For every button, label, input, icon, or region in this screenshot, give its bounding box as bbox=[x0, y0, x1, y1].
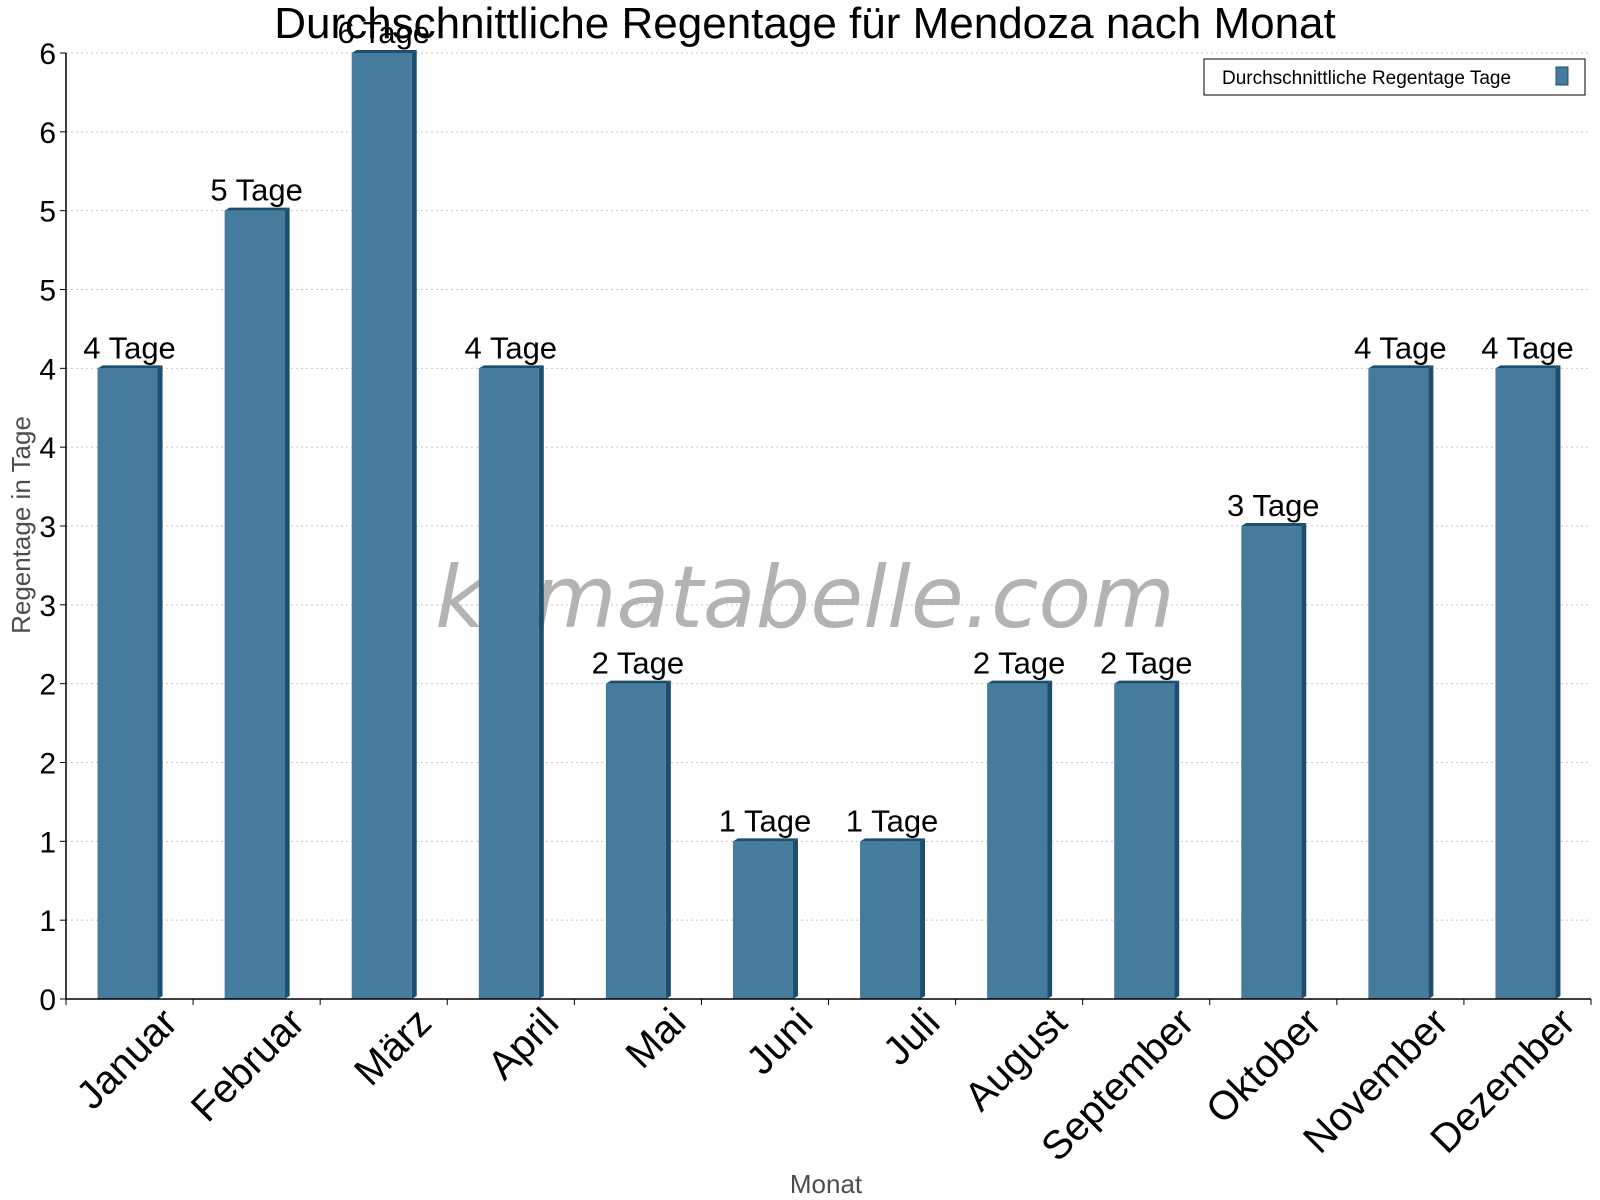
data-label: 6 Tage bbox=[337, 15, 430, 50]
bar-juni: 1 Tage bbox=[719, 803, 812, 999]
bar bbox=[224, 210, 285, 999]
bar-top bbox=[97, 365, 163, 369]
x-tick-label: Januar bbox=[68, 1000, 186, 1118]
bar-august: 2 Tage bbox=[973, 646, 1066, 999]
data-label: 3 Tage bbox=[1227, 488, 1320, 523]
data-label: 4 Tage bbox=[465, 330, 558, 365]
x-tick-label: Mai bbox=[618, 1000, 695, 1077]
bar-side bbox=[157, 365, 163, 999]
x-tick-label: April bbox=[479, 1000, 567, 1088]
bar-side bbox=[284, 207, 290, 999]
bar-side bbox=[411, 50, 417, 999]
bar-januar: 4 Tage bbox=[83, 330, 176, 999]
y-tick-label: 4 bbox=[39, 432, 56, 465]
bar bbox=[605, 683, 666, 999]
bar bbox=[478, 368, 539, 999]
x-tick-label: Juni bbox=[738, 1000, 821, 1083]
y-tick-label: 2 bbox=[39, 669, 56, 702]
gridlines bbox=[66, 52, 1591, 921]
bar-top bbox=[1114, 680, 1180, 684]
bar-side bbox=[1047, 680, 1053, 999]
y-axis-title: Regentage in Tage bbox=[6, 416, 36, 634]
bar-top bbox=[860, 838, 926, 842]
y-axis-ticks: 0 1 1 2 2 3 3 4 4 5 5 6 6 bbox=[39, 38, 66, 1017]
bar-series: 4 Tage 5 Tage 6 Tage 4 Tage 2 Tage 1 Tage 1 Ta… bbox=[83, 15, 1574, 999]
bar bbox=[1495, 368, 1556, 999]
bar-side bbox=[1174, 680, 1180, 999]
data-label: 2 Tage bbox=[592, 646, 685, 681]
bar-top bbox=[605, 680, 671, 684]
data-label: 4 Tage bbox=[1354, 330, 1447, 365]
bar-märz: 6 Tage bbox=[337, 15, 430, 999]
bar bbox=[351, 53, 412, 999]
watermark: klimatabelle.com bbox=[435, 548, 1175, 648]
bar bbox=[987, 683, 1048, 999]
bar-dezember: 4 Tage bbox=[1481, 330, 1574, 999]
bar-top bbox=[1495, 365, 1561, 369]
bar-top bbox=[478, 365, 544, 369]
legend-label: Durchschnittliche Regentage Tage bbox=[1222, 68, 1511, 89]
data-label: 2 Tage bbox=[1100, 646, 1193, 681]
bar-side bbox=[1301, 523, 1307, 999]
x-tick-label: Februar bbox=[183, 1000, 313, 1130]
y-tick-label: 4 bbox=[39, 353, 56, 386]
bar bbox=[1368, 368, 1429, 999]
data-label: 1 Tage bbox=[719, 803, 812, 838]
bar-juli: 1 Tage bbox=[846, 803, 939, 999]
legend: Durchschnittliche Regentage Tage bbox=[1203, 58, 1586, 96]
data-label: 4 Tage bbox=[83, 330, 176, 365]
data-label: 2 Tage bbox=[973, 646, 1066, 681]
bar bbox=[732, 841, 793, 999]
bar-side bbox=[665, 680, 671, 999]
y-tick-label: 6 bbox=[39, 117, 56, 150]
x-tick-label: Oktober bbox=[1198, 1000, 1330, 1132]
bar-september: 2 Tage bbox=[1100, 646, 1193, 999]
data-label: 1 Tage bbox=[846, 803, 939, 838]
bar-side bbox=[1428, 365, 1434, 999]
x-tick-label: August bbox=[956, 1000, 1075, 1119]
bar-oktober: 3 Tage bbox=[1227, 488, 1320, 999]
x-tick-label: März bbox=[346, 1000, 440, 1094]
y-tick-label: 5 bbox=[39, 196, 56, 229]
bar bbox=[1241, 526, 1302, 999]
chart-title: Durchschnittliche Regentage für Mendoza … bbox=[274, 0, 1336, 48]
data-label: 5 Tage bbox=[210, 173, 303, 208]
bar bbox=[860, 841, 921, 999]
bar-top bbox=[987, 680, 1053, 684]
bar-november: 4 Tage bbox=[1354, 330, 1447, 999]
data-label: 4 Tage bbox=[1481, 330, 1574, 365]
y-tick-label: 0 bbox=[39, 984, 56, 1017]
legend-box bbox=[1203, 58, 1586, 96]
bar-top bbox=[224, 207, 290, 211]
x-axis-title: Monat bbox=[790, 1169, 863, 1199]
bar-side bbox=[792, 838, 798, 999]
legend-swatch bbox=[1555, 66, 1569, 86]
bar bbox=[1114, 683, 1175, 999]
bar-top bbox=[351, 50, 417, 53]
bar-april: 4 Tage bbox=[465, 330, 558, 999]
bar-mai: 2 Tage bbox=[592, 646, 685, 999]
bar-top bbox=[732, 838, 798, 842]
y-tick-label: 6 bbox=[39, 38, 56, 71]
y-tick-label: 3 bbox=[39, 590, 56, 623]
y-tick-label: 1 bbox=[39, 826, 56, 859]
bar-top bbox=[1241, 523, 1307, 526]
y-tick-label: 2 bbox=[39, 748, 56, 781]
bar-top bbox=[1368, 365, 1434, 369]
bar-side bbox=[1555, 365, 1561, 999]
y-tick-label: 5 bbox=[39, 275, 56, 308]
y-tick-label: 3 bbox=[39, 511, 56, 544]
bar-side bbox=[920, 838, 926, 999]
x-tick-label: Juli bbox=[875, 1000, 949, 1074]
y-tick-label: 1 bbox=[39, 905, 56, 938]
bar bbox=[97, 368, 158, 999]
bar-februar: 5 Tage bbox=[210, 173, 303, 999]
bar-side bbox=[538, 365, 544, 999]
